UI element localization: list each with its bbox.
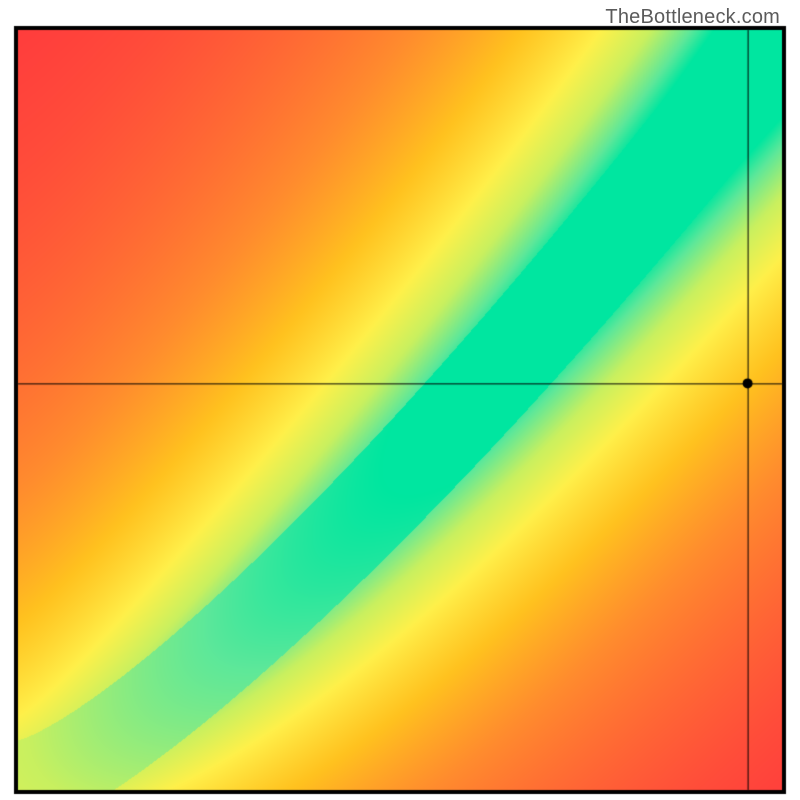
chart-container: TheBottleneck.com [0, 0, 800, 800]
watermark-text: TheBottleneck.com [605, 6, 780, 29]
crosshair-canvas [0, 0, 800, 800]
